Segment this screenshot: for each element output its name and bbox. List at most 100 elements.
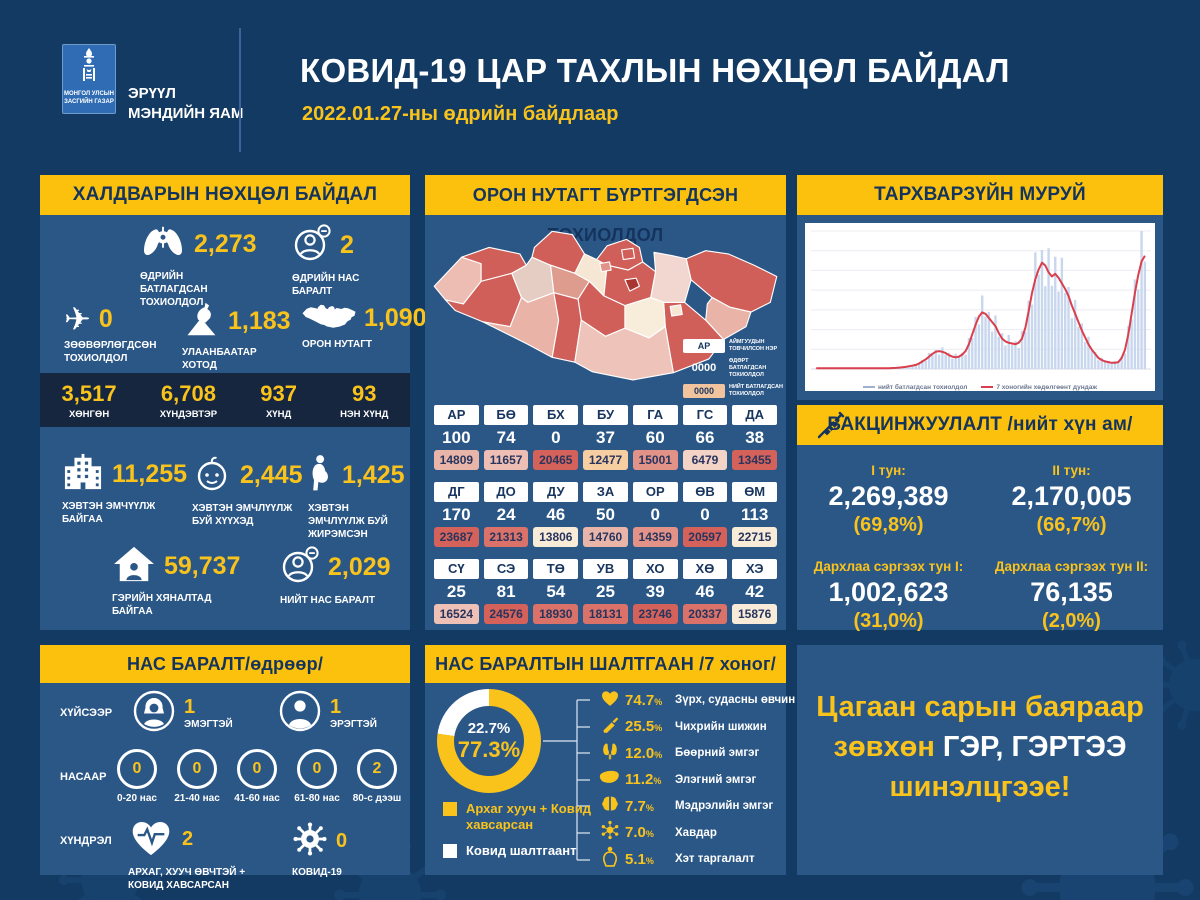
header-divider	[239, 28, 241, 152]
province-daily-cases: 170	[442, 505, 471, 524]
province-total-cases: 6479	[682, 450, 728, 470]
epicurve-legend-average: 7 хоногийн хөдөлгөөнт дундаж	[981, 384, 1097, 391]
causes-panel-body: 22.7% 77.3% Архаг хууч + Ковид хавсарсан…	[425, 683, 795, 875]
donut-legend-comorbidity: Архаг хууч + Ковид хавсарсан	[443, 801, 596, 832]
regional-panel-body: АР АЙМГУУДЫН ТОВЧИЛСОН НЭР 0000 ӨДӨРТ БА…	[425, 215, 786, 630]
province-total-cases: 22715	[732, 527, 778, 547]
province-cell-СҮ: СҮ 25 16524	[434, 559, 479, 624]
vaccination-panel: ВАКЦИНЖУУЛАЛТ /нийт хүн ам/ I тун: 2,269…	[797, 405, 1163, 632]
government-logo: МОНГОЛ УЛСЫН ЗАСГИЙН ГАЗАР	[62, 44, 116, 114]
diabetes-icon	[595, 714, 625, 739]
cause-row: 5.1% Хэт таргалалт	[595, 846, 783, 873]
province-cell-ОР: ОР 0 14359	[632, 482, 678, 547]
airplane-icon: ✈	[64, 301, 91, 337]
province-daily-cases: 46	[695, 582, 715, 601]
province-total-cases: 24576	[483, 604, 529, 624]
province-daily-cases: 25	[446, 582, 466, 601]
province-abbr: ДО	[483, 482, 529, 502]
virus-icon	[292, 821, 328, 862]
soyombo-emblem-icon	[83, 48, 95, 81]
stat-label: ЭМЭГТЭЙ	[184, 718, 233, 730]
cause-percentage: 7.0%	[625, 824, 654, 842]
epicurve-panel-title: ТАРХВАРЗҮЙН МУРУЙ	[797, 175, 1163, 215]
cause-percentage: 7.7%	[625, 797, 654, 815]
cause-percentage: 74.7%	[625, 691, 663, 709]
obesity-icon	[595, 846, 625, 873]
province-daily-cases: 24	[496, 505, 516, 524]
cause-label: Мэдрэлийн эмгэг	[675, 800, 774, 813]
province-abbr: БХ	[533, 405, 579, 425]
legend-swatch	[443, 844, 457, 858]
cause-row: 25.5% Чихрийн шижин	[595, 714, 783, 741]
province-total-cases: 23746	[632, 604, 678, 624]
severity-moderate: 6,708 ХҮНДЭВТЭР	[159, 380, 218, 420]
cause-list: 74.7% Зүрх, судасны өвчин 25.5% Чихрийн шиж…	[595, 687, 795, 873]
province-cell-ГА: ГА 60 15001	[632, 405, 678, 470]
province-total-cases: 23687	[434, 527, 479, 547]
province-total-cases: 13806	[533, 527, 579, 547]
stat-label: НИЙТ НАС БАРАЛТ	[280, 595, 375, 606]
gov-caption-line1: МОНГОЛ УЛСЫН	[64, 91, 114, 97]
daily-deaths-body: ХҮЙСЭЭР 1 ЭМЭГТЭЙ	[40, 683, 410, 891]
cause-row: 11.2% Элэгний эмгэг	[595, 767, 783, 794]
epicurve-chart	[811, 230, 1151, 370]
province-total-cases: 16524	[434, 604, 479, 624]
province-abbr: ХӨ	[682, 559, 728, 579]
province-daily-cases: 0	[650, 505, 660, 524]
province-daily-cases: 0	[700, 505, 710, 524]
legend-swatch	[443, 802, 457, 816]
legend-swatch	[981, 386, 994, 388]
cause-percentage: 5.1%	[625, 850, 654, 868]
map-region-UB	[624, 277, 640, 292]
hospital-icon	[62, 453, 104, 496]
stat-value: 1,425	[342, 461, 405, 489]
province-abbr: ТӨ	[533, 559, 579, 579]
map-legend-daily: 0000 ӨДӨРТ БАТЛАГДСАН ТОХИОЛДОЛ	[691, 358, 767, 378]
liver-icon	[595, 769, 625, 790]
province-daily-cases: 38	[745, 428, 765, 447]
causes-bracket-line	[543, 699, 590, 861]
cause-row: 7.7% Мэдрэлийн эмгэг	[595, 793, 783, 820]
legend-swatch	[862, 386, 875, 388]
province-abbr: СҮ	[434, 559, 479, 579]
syringe-icon	[815, 409, 847, 456]
cause-percentage: 12.0%	[625, 744, 663, 762]
epicurve-panel: ТАРХВАРЗҮЙН МУРУЙ нийт батлагдсан тохиол…	[797, 175, 1163, 400]
cause-label: Хавдар	[675, 826, 717, 839]
home-icon	[112, 545, 156, 588]
province-abbr: ӨВ	[682, 482, 728, 502]
map-legend-total: 0000 НИЙТ БАТЛАГДСАН ТОХИОЛДОЛ	[683, 383, 783, 398]
heart-icon	[595, 689, 625, 712]
stat-value: 11,255	[112, 460, 188, 488]
stat-label: ХЭВТЭН ЭМЧҮҮЛЖ БАЙГАА	[62, 501, 156, 525]
gov-caption-line2: ЗАСГИЙН ГАЗАР	[64, 99, 114, 106]
province-cell-ХӨ: ХӨ 46 20337	[682, 559, 728, 624]
epicurve-legend: нийт батлагдсан тохиолдол 7 хоногийн хөд…	[805, 380, 1155, 394]
deaths-covid-only: 0 КОВИД-19	[292, 821, 347, 879]
stat-value: 2	[340, 231, 354, 259]
kidney-icon	[595, 741, 625, 766]
deaths-female: 1 ЭМЭГТЭЙ	[132, 689, 233, 738]
donut-legend-covid: Ковид шалтгаант	[443, 843, 577, 859]
stat-pregnant: 1,425 ХЭВТЭН ЭМЧЛҮҮЛЖ БУЙ ЖИРЭМСЭН	[308, 453, 408, 541]
province-cell-ГС: ГС 66 6479	[682, 405, 728, 470]
person-deceased-icon	[292, 223, 332, 268]
province-total-cases: 20465	[533, 450, 579, 470]
map-region-DO	[685, 250, 778, 313]
brain-icon	[595, 795, 625, 818]
cause-label: Бөөрний эмгэг	[675, 747, 760, 760]
stat-total-deaths: 2,029 НИЙТ НАС БАРАЛТ	[280, 545, 391, 607]
province-abbr: БӨ	[483, 405, 529, 425]
province-daily-cases: 60	[645, 428, 665, 447]
province-daily-cases: 54	[546, 582, 566, 601]
map-region-DA	[621, 247, 636, 261]
province-daily-cases: 81	[496, 582, 516, 601]
stat-value: 2,273	[194, 230, 257, 258]
page-subtitle: 2022.01.27-ны өдрийн байдлаар	[302, 103, 619, 125]
stat-imported: ✈ 0 ЗӨӨВӨРЛӨГДСӨН ТОХИОЛДОЛ	[64, 303, 169, 365]
severity-severe: 937 ХҮНД	[260, 380, 297, 420]
province-row: ДГ 170 23687 ДО 24 21313 ДУ 46 13806 ЗА 50 14760 ОР 0…	[425, 482, 786, 547]
province-table: АР 100 14809 БӨ 74 11657 БХ 0 20465 БУ 37 12477 ГА 60…	[425, 405, 786, 636]
stat-label: ХЭВТЭН ЭМЧЛҮҮЛЖ БУЙ ЖИРЭМСЭН	[308, 503, 388, 540]
booster-1: Дархлаа сэргээх тун I: 1,002,623 (31,0%)	[813, 559, 964, 632]
